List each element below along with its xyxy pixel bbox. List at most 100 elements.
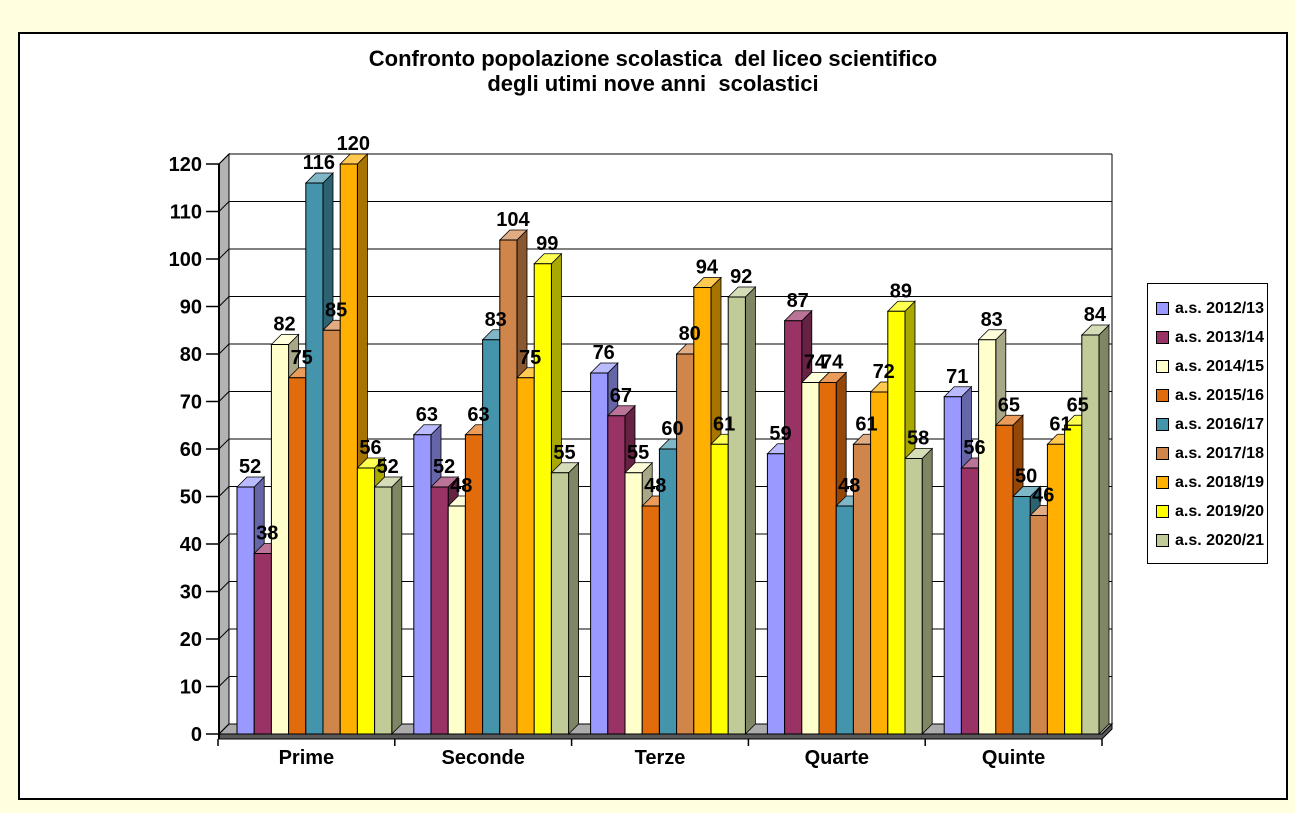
- data-label: 65: [998, 394, 1020, 416]
- bar-front: [1081, 334, 1100, 735]
- legend-item: a.s. 2020/21: [1156, 526, 1264, 555]
- data-label: 55: [627, 442, 649, 464]
- bar-front: [590, 372, 609, 735]
- category-label: Quinte: [982, 747, 1045, 769]
- bar-front: [818, 382, 837, 735]
- chart-title-line1: Confronto popolazione scolastica del lic…: [368, 46, 938, 71]
- data-label: 52: [433, 456, 455, 478]
- bar-front: [904, 458, 923, 735]
- bar-front: [870, 391, 889, 735]
- y-axis-tick-slant: [218, 486, 230, 497]
- bar-side: [921, 447, 933, 735]
- y-axis-tick-slant: [218, 533, 230, 545]
- data-label: 38: [256, 523, 278, 545]
- legend-item: a.s. 2018/19: [1156, 468, 1264, 497]
- y-axis-tick-slant: [218, 438, 230, 450]
- bar-front: [727, 296, 746, 735]
- data-label: 99: [536, 233, 558, 255]
- data-label: 59: [769, 423, 791, 445]
- legend-item: a.s. 2015/16: [1156, 381, 1264, 410]
- legend-item: a.s. 2014/15: [1156, 352, 1264, 381]
- bar-front: [766, 453, 786, 735]
- legend-swatch-icon: [1156, 476, 1169, 489]
- data-label: 63: [416, 404, 438, 426]
- bar-front: [835, 505, 854, 735]
- bar-front: [516, 377, 535, 735]
- bar-front: [253, 553, 272, 735]
- y-axis-label: 70: [180, 392, 202, 414]
- bar-front: [1029, 515, 1048, 735]
- bar-front: [236, 486, 255, 735]
- category-label: Terze: [635, 747, 686, 769]
- bar-front: [533, 263, 552, 735]
- y-axis-tick-slant: [218, 391, 230, 402]
- y-axis-tick-slant: [218, 723, 230, 735]
- legend-item: a.s. 2012/13: [1156, 294, 1264, 323]
- legend-swatch-icon: [1156, 389, 1169, 402]
- data-label: 58: [907, 428, 929, 450]
- legend-swatch-icon: [1156, 447, 1169, 460]
- y-axis-tick-slant: [218, 628, 230, 640]
- bar-front: [960, 467, 980, 735]
- y-axis-tick-slant: [218, 153, 230, 165]
- y-axis-tick-slant: [218, 201, 230, 212]
- data-label: 48: [450, 475, 472, 497]
- bar-front: [322, 329, 341, 735]
- y-axis-label: 110: [170, 202, 202, 224]
- chart-legend: a.s. 2012/13 a.s. 2013/14 a.s. 2014/15 a.s.…: [1147, 283, 1268, 564]
- data-label: 84: [1084, 304, 1107, 326]
- legend-label: a.s. 2019/20: [1175, 502, 1264, 520]
- y-axis-tick-slant: [218, 296, 230, 307]
- bar-front: [374, 486, 393, 735]
- bar-front: [693, 287, 712, 735]
- data-label: 60: [661, 418, 683, 440]
- data-label: 104: [496, 209, 530, 231]
- legend-swatch-icon: [1156, 534, 1169, 547]
- data-label: 92: [730, 266, 752, 288]
- bar-side: [745, 286, 756, 735]
- data-label: 50: [1015, 466, 1037, 488]
- data-label: 56: [359, 437, 381, 459]
- bar-front: [978, 339, 997, 735]
- y-axis-label: 30: [180, 582, 202, 604]
- y-axis-tick-slant: [218, 248, 230, 260]
- data-label: 94: [696, 257, 719, 279]
- legend-label: a.s. 2018/19: [1175, 473, 1264, 491]
- bar-front: [413, 434, 432, 735]
- y-axis-tick-slant: [218, 676, 230, 687]
- legend-item: a.s. 2019/20: [1156, 497, 1264, 526]
- y-axis-label: 40: [180, 534, 202, 556]
- legend-item: a.s. 2016/17: [1156, 410, 1264, 439]
- legend-label: a.s. 2017/18: [1175, 444, 1264, 462]
- bar-front: [1012, 496, 1031, 735]
- bar-front: [550, 472, 570, 735]
- legend-item: a.s. 2013/14: [1156, 323, 1264, 352]
- data-label: 71: [946, 366, 968, 388]
- bar-front: [710, 443, 729, 735]
- y-axis-label: 90: [180, 297, 202, 319]
- data-label: 72: [873, 361, 895, 383]
- data-label: 52: [239, 456, 261, 478]
- category-label: Quarte: [805, 747, 869, 769]
- data-label: 116: [303, 152, 335, 174]
- legend-swatch-icon: [1156, 418, 1169, 431]
- data-label: 85: [325, 299, 347, 321]
- y-axis-label: 100: [169, 249, 202, 271]
- data-label: 82: [273, 314, 295, 336]
- data-label: 61: [1049, 413, 1071, 435]
- bar-front: [288, 377, 307, 735]
- data-label: 74: [821, 352, 844, 374]
- bar-front: [1064, 424, 1083, 735]
- bar-front: [356, 467, 376, 735]
- y-axis-label: 80: [180, 344, 202, 366]
- legend-swatch-icon: [1156, 302, 1169, 315]
- legend-label: a.s. 2014/15: [1175, 357, 1264, 375]
- bar-front: [339, 163, 358, 735]
- y-axis-label: 0: [191, 724, 202, 746]
- bar-front: [607, 415, 626, 735]
- data-label: 46: [1032, 485, 1054, 507]
- legend-label: a.s. 2013/14: [1175, 328, 1264, 346]
- data-label: 52: [377, 456, 399, 478]
